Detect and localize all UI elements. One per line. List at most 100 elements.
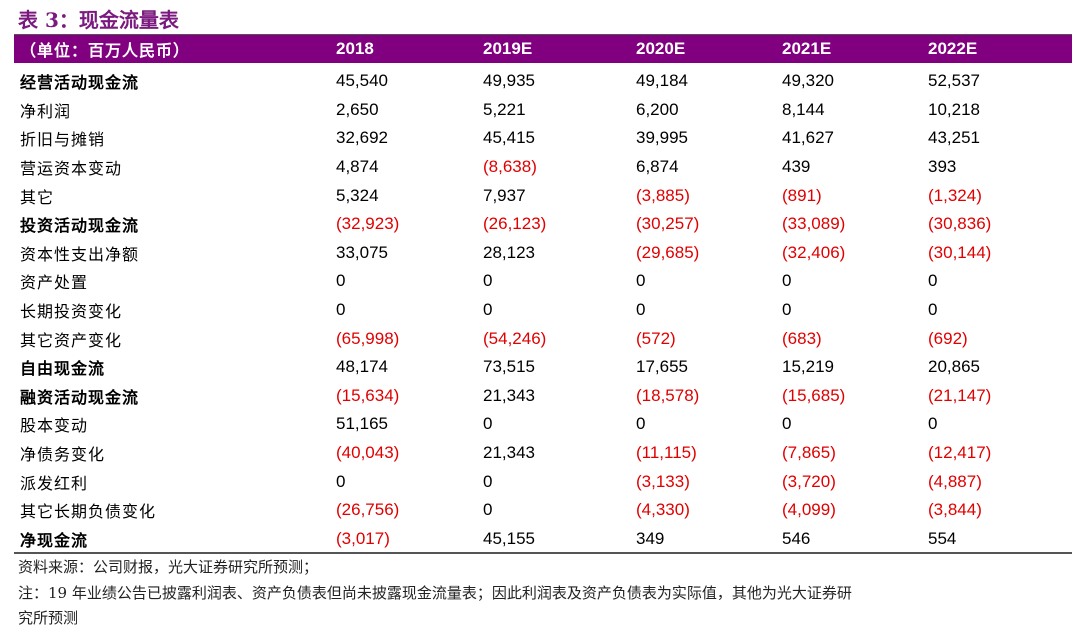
- year-header: 2022E: [928, 39, 978, 58]
- row-label: 自由现金流: [20, 359, 106, 379]
- year-header: 2019E: [483, 39, 533, 58]
- cell-value: 20,865: [928, 357, 980, 377]
- table-row: 资产处置 0 0 0 0 0: [14, 267, 1072, 296]
- row-label: 股本变动: [20, 416, 89, 436]
- cell-value: (21,147): [928, 385, 992, 405]
- cell-value: 2,650: [336, 99, 379, 119]
- row-label: 净利润: [20, 101, 72, 121]
- cell-value: (30,836): [928, 214, 992, 234]
- cell-value: (3,017): [336, 528, 390, 548]
- row-label: 其它长期负债变化: [20, 502, 157, 522]
- cell-value: (29,685): [636, 242, 700, 262]
- table-row: 其它长期负债变化 (26,756) 0 (4,330) (4,099) (3,844): [14, 496, 1072, 525]
- cell-value: 0: [636, 300, 646, 320]
- year-header: 2018: [336, 39, 374, 58]
- cell-value: (32,406): [782, 242, 846, 262]
- table-row: 净利润 2,650 5,221 6,200 8,144 10,218: [14, 96, 1072, 125]
- cell-value: 28,123: [483, 242, 535, 262]
- cell-value: (30,257): [636, 214, 700, 234]
- cell-value: 51,165: [336, 414, 388, 434]
- row-label: 其它资产变化: [20, 330, 123, 350]
- cell-value: (3,844): [928, 500, 982, 520]
- cell-value: 41,627: [782, 128, 834, 148]
- table-row: 其它 5,324 7,937 (3,885) (891) (1,324): [14, 181, 1072, 210]
- cell-value: (32,923): [336, 214, 400, 234]
- cell-value: 7,937: [483, 185, 526, 205]
- row-label: 经营活动现金流: [20, 73, 140, 93]
- cell-value: 0: [928, 414, 938, 434]
- table-row: 其它资产变化 (65,998) (54,246) (572) (683) (692): [14, 324, 1072, 353]
- cell-value: 0: [782, 414, 792, 434]
- cell-value: (4,887): [928, 471, 982, 491]
- table-row: 长期投资变化 0 0 0 0 0: [14, 296, 1072, 325]
- row-label: 派发红利: [20, 473, 89, 493]
- row-label: 资产处置: [20, 273, 89, 293]
- cell-value: (12,417): [928, 443, 992, 463]
- cell-value: 349: [636, 528, 665, 548]
- cell-value: (891): [782, 185, 822, 205]
- table-row: 经营活动现金流 45,540 49,935 49,184 49,320 52,537: [14, 67, 1072, 96]
- table-row: 营运资本变动 4,874 (8,638) 6,874 439 393: [14, 153, 1072, 182]
- cell-value: 6,874: [636, 157, 679, 177]
- cell-value: 17,655: [636, 357, 688, 377]
- table-row: 折旧与摊销 32,692 45,415 39,995 41,627 43,251: [14, 124, 1072, 153]
- cell-value: (8,638): [483, 157, 537, 177]
- table-title: 表 3：现金流量表: [18, 8, 179, 32]
- cell-value: 52,537: [928, 71, 980, 91]
- cell-value: (15,685): [782, 385, 846, 405]
- cell-value: (54,246): [483, 328, 547, 348]
- table-row: 股本变动 51,165 0 0 0 0: [14, 410, 1072, 439]
- cell-value: 73,515: [483, 357, 535, 377]
- cell-value: 554: [928, 528, 957, 548]
- footnote-cont: 究所预测: [18, 609, 79, 627]
- cell-value: 0: [782, 271, 792, 291]
- cell-value: 15,219: [782, 357, 834, 377]
- table-row: 净债务变化 (40,043) 21,343 (11,115) (7,865) (12,41…: [14, 439, 1072, 468]
- row-label: 营运资本变动: [20, 159, 123, 179]
- cell-value: 393: [928, 157, 957, 177]
- cell-value: 0: [483, 414, 493, 434]
- cell-value: 45,155: [483, 528, 535, 548]
- cell-value: 0: [928, 300, 938, 320]
- row-label: 投资活动现金流: [20, 216, 140, 236]
- table-row: 资本性支出净额 33,075 28,123 (29,685) (32,406) (30,1…: [14, 239, 1072, 268]
- cell-value: 5,221: [483, 99, 526, 119]
- table-row: 投资活动现金流 (32,923) (26,123) (30,257) (33,089) (…: [14, 210, 1072, 239]
- cell-value: 32,692: [336, 128, 388, 148]
- cell-value: 45,415: [483, 128, 535, 148]
- cell-value: (26,756): [336, 500, 400, 520]
- table-header: （单位：百万人民币） 2018 2019E 2020E 2021E 2022E: [14, 34, 1072, 63]
- cell-value: (1,324): [928, 185, 982, 205]
- cell-value: (4,099): [782, 500, 836, 520]
- cell-value: (30,144): [928, 242, 992, 262]
- cell-value: (7,865): [782, 443, 836, 463]
- cell-value: 45,540: [336, 71, 388, 91]
- year-header: 2021E: [782, 39, 832, 58]
- cell-value: 0: [782, 300, 792, 320]
- table-row: 融资活动现金流 (15,634) 21,343 (18,578) (15,685) (21…: [14, 382, 1072, 411]
- row-label: 其它: [20, 187, 55, 207]
- cell-value: 49,935: [483, 71, 535, 91]
- cell-value: 0: [483, 471, 493, 491]
- cell-value: 0: [336, 300, 346, 320]
- row-label: 折旧与摊销: [20, 130, 106, 150]
- cell-value: (692): [928, 328, 968, 348]
- row-label: 长期投资变化: [20, 302, 123, 322]
- cell-value: (4,330): [636, 500, 690, 520]
- cell-value: 8,144: [782, 99, 825, 119]
- cell-value: (3,720): [782, 471, 836, 491]
- row-label: 资本性支出净额: [20, 244, 140, 264]
- cell-value: 4,874: [336, 157, 379, 177]
- table-row: 净现金流 (3,017) 45,155 349 546 554: [14, 525, 1072, 554]
- cell-value: 0: [483, 500, 493, 520]
- cell-value: (15,634): [336, 385, 400, 405]
- cell-value: 0: [636, 271, 646, 291]
- cell-value: 21,343: [483, 385, 535, 405]
- cell-value: 0: [336, 471, 346, 491]
- unit-label: （单位：百万人民币）: [20, 41, 191, 60]
- cell-value: 439: [782, 157, 811, 177]
- row-label: 融资活动现金流: [20, 387, 140, 407]
- footnote: 注：19 年业绩公告已披露利润表、资产负债表但尚未披露现金流量表；因此利润表及资…: [18, 584, 852, 602]
- cell-value: 546: [782, 528, 811, 548]
- cell-value: 43,251: [928, 128, 980, 148]
